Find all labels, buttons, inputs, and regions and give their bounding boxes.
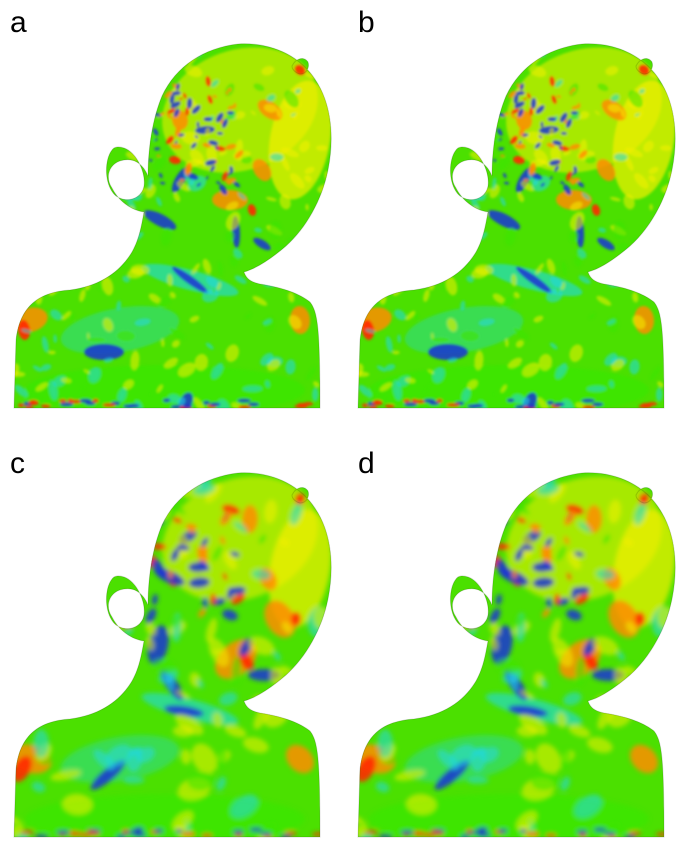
panel-label-d: d	[358, 447, 375, 480]
panel-c: c	[0, 429, 344, 858]
panel-d: d	[344, 429, 688, 858]
panel-label-c: c	[10, 447, 25, 480]
panel-label-b: b	[358, 6, 375, 39]
panel-b: b	[344, 0, 688, 429]
panel-a: a	[0, 0, 344, 429]
bust-render-b	[357, 43, 676, 409]
bust-render-d	[357, 472, 676, 838]
bust-render-a	[13, 43, 332, 409]
bust-render-c	[13, 472, 332, 838]
panel-label-a: a	[10, 6, 27, 39]
